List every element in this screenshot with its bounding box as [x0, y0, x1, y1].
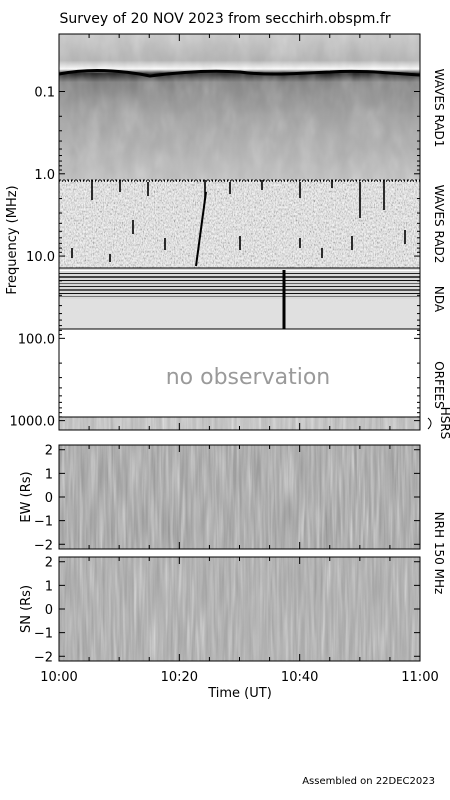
- nrh-y-tick-label: 1: [45, 579, 53, 594]
- nrh-y-tick-label: 0: [45, 603, 53, 618]
- nrh-sn-y-ticks: 2 1 0 −1 −2: [34, 556, 420, 665]
- time-axis-title: Time (UT): [207, 686, 272, 701]
- nda-row: [59, 289, 420, 291]
- figure-title: Survey of 20 NOV 2023 from secchirh.obsp…: [59, 11, 390, 27]
- time-tick-label: 10:40: [281, 670, 318, 685]
- nda-row: [59, 283, 420, 284]
- nrh-sn-ylabel: SN (Rs): [19, 585, 34, 633]
- time-tick-label: 10:20: [161, 670, 198, 685]
- instrument-label-nda: NDA: [432, 286, 446, 313]
- nrh-y-tick-label: 0: [45, 491, 53, 506]
- nrh-ew-y-ticks: 2 1 0 −1 −2: [34, 444, 420, 553]
- spectrum-ylabel: Frequency (MHz): [5, 185, 20, 294]
- rad1-texture: [59, 34, 420, 180]
- orfees-band: [59, 329, 420, 417]
- spectrum-y-tick-label: 0.1: [34, 86, 55, 101]
- nda-row: [59, 299, 420, 329]
- nrh-y-tick-label: −2: [34, 650, 53, 665]
- nda-lines: [59, 270, 420, 329]
- rad2-bursts: [59, 180, 420, 262]
- nrh-ew-x-ticks: [58, 445, 421, 549]
- instrument-label-hsrs: HSRS: [438, 407, 450, 440]
- nda-row: [59, 293, 420, 294]
- rad2-texture: [59, 180, 420, 268]
- nrh-sn-texture: [59, 557, 420, 661]
- nrh-sn-x-ticks: [58, 557, 421, 661]
- time-tick-label: 11:00: [401, 670, 438, 685]
- nrh-ew-texture: [59, 445, 420, 549]
- nrh-ew-panel: 2 1 0 −1 −2 EW (Rs): [19, 444, 421, 553]
- spectrum-y-tick-label: 1000.0: [10, 415, 56, 430]
- spectrum-x-ticks: [58, 34, 421, 430]
- nrh-sn-panel: 2 1 0 −1 −2 SN (Rs): [19, 556, 421, 665]
- time-tick-label: 10:00: [40, 670, 77, 685]
- nda-row: [59, 270, 420, 271]
- nrh-y-tick-label: 2: [45, 556, 53, 571]
- spectrum-y-ticks: 0.1 1.0 10.0 100.0 1000.0: [10, 86, 420, 430]
- nda-row: [59, 296, 420, 297]
- spectrum-y-tick-label: 10.0: [26, 250, 55, 265]
- nrh-y-tick-label: 2: [45, 444, 53, 459]
- spectrum-y-tick-label: 100.0: [18, 332, 55, 347]
- nrh-y-tick-label: −1: [34, 515, 53, 530]
- spectrum-y-tick-label: 1.0: [34, 168, 55, 183]
- nda-row: [59, 276, 420, 278]
- nrh-y-tick-label: 1: [45, 467, 53, 482]
- instrument-label-rad2: WAVES RAD2: [432, 185, 446, 264]
- assembly-note: Assembled on 22DEC2023: [302, 776, 435, 787]
- nrh-y-tick-label: −2: [34, 538, 53, 553]
- instrument-label-orfees: ORFEES: [432, 361, 446, 408]
- no-observation-text: no observation: [166, 365, 331, 390]
- nrh-ew-ylabel: EW (Rs): [19, 471, 34, 522]
- hsrs-bracket: [427, 417, 432, 430]
- nda-row: [59, 286, 420, 287]
- nrh-frequency-label: NRH 150 MHz: [432, 512, 446, 595]
- nrh-y-tick-label: −1: [34, 627, 53, 642]
- nda-row: [59, 273, 420, 274]
- rad1-dark-ridge: [58, 68, 421, 78]
- instrument-label-rad1: WAVES RAD1: [432, 69, 446, 148]
- type-iii-burst: [195, 191, 207, 267]
- spectrum-panel: no observation 0.1 1.0 10.0 100.0 1000.0 Fre…: [5, 33, 450, 440]
- time-axis-labels: 10:00 10:20 10:40 11:00: [40, 670, 438, 685]
- nda-row: [59, 280, 420, 281]
